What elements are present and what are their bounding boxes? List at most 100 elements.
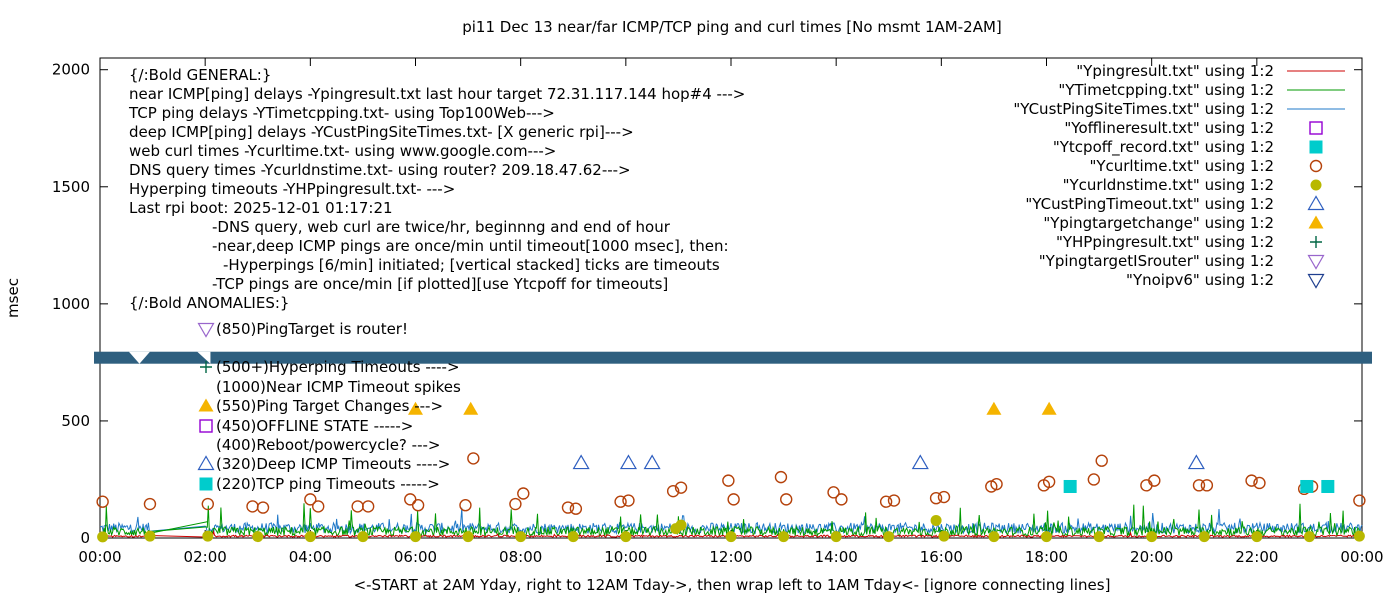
series-0-point	[674, 481, 688, 494]
legend-label: "Ycurltime.txt" using 1:2	[1089, 157, 1274, 175]
series-0-point	[569, 502, 583, 515]
y-tick-label: 1000	[52, 295, 90, 313]
legend-label: "YpingtargetISrouter" using 1:2	[1039, 252, 1274, 270]
legend-marker	[1309, 121, 1323, 135]
annotation-line: {/:Bold GENERAL:}	[129, 66, 271, 84]
chart-title: pi11 Dec 13 near/far ICMP/TCP ping and c…	[462, 18, 1002, 36]
anomaly-label: (500+)Hyperping Timeouts ---->	[216, 358, 460, 376]
series-2-point	[643, 454, 661, 470]
series-0-point	[722, 474, 735, 487]
series-0-point	[937, 490, 951, 504]
plot-area: 0 500 1000 1500 2000 00:00 02:00 04:00 06:00 08:0…	[52, 57, 1384, 566]
y-tick-label: 500	[61, 412, 90, 430]
x-tick-label: 12:00	[709, 548, 752, 566]
legend-label: "Ycurldnstime.txt" using 1:2	[1063, 176, 1274, 194]
series-0-point	[1087, 473, 1101, 486]
anomaly-marker	[197, 322, 215, 338]
legend-label: "Ynoipv6" using 1:2	[1126, 271, 1274, 289]
series-0-point	[774, 470, 788, 484]
annotation-line: -TCP pings are once/min [if plotted][use…	[212, 275, 668, 293]
annotation-line: -Hyperpings [6/min] initiated; [vertical…	[223, 256, 720, 274]
legend-label: "Yofflineresult.txt" using 1:2	[1064, 119, 1274, 137]
anomaly-marker	[198, 398, 214, 412]
series-2-point	[1187, 454, 1205, 470]
series-1-point	[778, 531, 790, 543]
series-1-point	[620, 531, 632, 543]
series-0-point	[622, 494, 635, 507]
series-4-point	[1063, 479, 1077, 493]
anomaly-label: (850)PingTarget is router!	[216, 320, 408, 338]
series-0-point	[879, 495, 893, 508]
series-1-point	[883, 531, 895, 543]
x-tick-label: 08:00	[499, 548, 542, 566]
anomaly-marker	[199, 477, 213, 491]
x-tick-label: 18:00	[1025, 548, 1068, 566]
legend-marker	[1308, 215, 1324, 229]
series-0-point	[1353, 494, 1366, 507]
legend-marker	[1307, 254, 1325, 270]
series-0-point	[467, 452, 480, 465]
series-2-point	[572, 454, 590, 470]
series-3-point	[1041, 401, 1057, 415]
series-0-point	[929, 491, 943, 505]
series-1-point	[202, 530, 214, 542]
series-3-point	[986, 401, 1002, 415]
series-1-point	[1093, 531, 1105, 543]
annotation-line: near ICMP[ping] delays -Ypingresult.txt …	[129, 85, 745, 103]
series-1-point	[410, 531, 421, 543]
series-1-point	[1251, 531, 1263, 543]
anomaly-label: (220)TCP ping Timeouts ----->	[216, 475, 440, 493]
anomaly-label: (550)Ping Target Changes --->	[216, 397, 443, 415]
x-tick-label: 20:00	[1130, 548, 1173, 566]
annotation-line: -DNS query, web curl are twice/hr, begin…	[212, 218, 671, 236]
series-1-point	[1146, 531, 1158, 543]
anomaly-label: (320)Deep ICMP Timeouts ---->	[216, 455, 450, 473]
series-1-point	[304, 531, 316, 543]
series-1-point	[144, 530, 156, 542]
series-0-point	[727, 493, 740, 506]
band-notch	[128, 351, 150, 364]
series-0-point	[246, 500, 259, 513]
series-0-point	[411, 499, 425, 512]
series-0-point	[835, 493, 848, 506]
series-1-point	[988, 531, 1000, 543]
y-axis-label: msec	[4, 278, 22, 318]
x-axis-label: <-START at 2AM Yday, right to 12AM Tday-…	[354, 576, 1111, 594]
legend-marker	[1310, 179, 1322, 191]
series-0-point	[96, 495, 109, 508]
legend-label: "YHPpingresult.txt" using 1:2	[1056, 233, 1274, 251]
anomaly-label: (450)OFFLINE STATE ----->	[216, 417, 413, 435]
x-tick-label: 10:00	[604, 548, 647, 566]
annotation-line: deep ICMP[ping] delays -YCustPingSiteTim…	[129, 123, 634, 141]
series-0-point	[780, 493, 793, 506]
series-1-point	[830, 531, 842, 543]
series-0-point	[404, 493, 417, 506]
x-tick-label: 14:00	[815, 548, 858, 566]
series-line-tcpping	[99, 503, 1363, 538]
legend-label: "Ytcpoff_record.txt" using 1:2	[1053, 138, 1274, 157]
series-2-point	[911, 454, 929, 470]
series-line-custping	[99, 507, 1363, 536]
annotation-line: Hyperping timeouts -YHPpingresult.txt- -…	[129, 180, 455, 198]
series-0-point	[614, 495, 627, 508]
annotation-line: TCP ping delays -YTimetcpping.txt- using…	[128, 104, 555, 122]
series-1-point	[1303, 531, 1315, 543]
series-3-point	[408, 401, 423, 415]
series-0-point	[351, 500, 364, 513]
band-notch	[197, 351, 211, 364]
timeout-band	[94, 351, 1372, 364]
y-tick-label: 0	[80, 529, 90, 547]
x-tick-label: 02:00	[184, 548, 227, 566]
y-tick-label: 1500	[52, 178, 90, 196]
x-tick-label: 04:00	[289, 548, 332, 566]
series-0-point	[666, 484, 680, 498]
series-1-point	[567, 531, 579, 543]
annotation-line: Last rpi boot: 2025-12-01 01:17:21	[129, 199, 393, 217]
series-0-point	[1148, 474, 1161, 487]
x-tick-label: 06:00	[394, 548, 437, 566]
x-tick-label: 22:00	[1235, 548, 1278, 566]
series-connect-line	[149, 521, 208, 534]
legend-label: "YTimetcpping.txt" using 1:2	[1058, 81, 1274, 99]
anomaly-label: (1000)Near ICMP Timeout spikes	[216, 378, 461, 396]
anomaly-marker	[197, 455, 215, 471]
